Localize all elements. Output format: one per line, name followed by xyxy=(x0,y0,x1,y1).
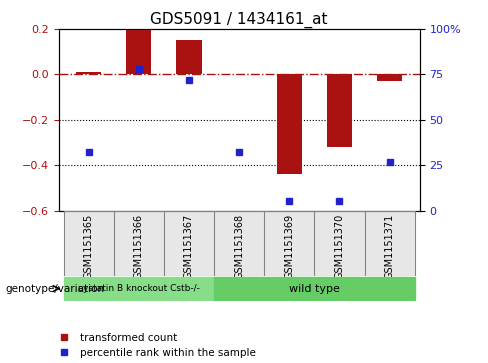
Bar xyxy=(277,74,302,174)
Title: GDS5091 / 1434161_at: GDS5091 / 1434161_at xyxy=(150,12,328,28)
Text: GSM1151365: GSM1151365 xyxy=(83,214,94,279)
Bar xyxy=(314,211,365,276)
Bar xyxy=(164,211,214,276)
Bar xyxy=(377,74,402,81)
Text: GSM1151366: GSM1151366 xyxy=(134,214,144,279)
Bar xyxy=(76,72,101,74)
Bar xyxy=(264,211,314,276)
Text: GSM1151369: GSM1151369 xyxy=(285,214,294,279)
Bar xyxy=(177,40,202,74)
Text: GSM1151371: GSM1151371 xyxy=(385,214,395,279)
Text: genotype/variation: genotype/variation xyxy=(5,284,104,294)
Bar xyxy=(365,211,415,276)
Text: GSM1151370: GSM1151370 xyxy=(334,214,345,279)
FancyBboxPatch shape xyxy=(63,277,214,300)
Bar xyxy=(327,74,352,147)
Bar xyxy=(214,211,264,276)
Text: cystatin B knockout Cstb-/-: cystatin B knockout Cstb-/- xyxy=(78,284,200,293)
Bar xyxy=(114,211,164,276)
Bar xyxy=(126,29,151,74)
Bar xyxy=(63,211,114,276)
Legend: transformed count, percentile rank within the sample: transformed count, percentile rank withi… xyxy=(54,333,256,358)
Text: GSM1151368: GSM1151368 xyxy=(234,214,244,279)
Text: GSM1151367: GSM1151367 xyxy=(184,214,194,279)
FancyBboxPatch shape xyxy=(214,277,415,300)
Text: wild type: wild type xyxy=(289,284,340,294)
